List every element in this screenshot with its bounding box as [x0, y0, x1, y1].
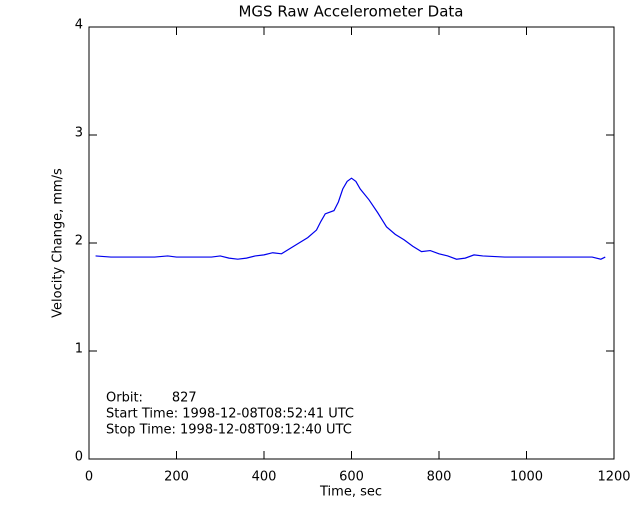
data-line: [95, 177, 606, 260]
annotation: Stop Time: 1998-12-08T09:12:40 UTC: [106, 423, 352, 438]
y-axis-label: Velocity Change, mm/s: [51, 168, 66, 318]
x-tick-label: 600: [339, 470, 364, 485]
y-tick-label: 0: [75, 450, 83, 465]
y-tick-label: 1: [75, 342, 83, 357]
x-tick-label: 0: [85, 470, 93, 485]
y-tick-label: 3: [75, 126, 83, 141]
x-axis-label: Time, sec: [319, 485, 382, 500]
y-tick-label: 2: [75, 234, 83, 249]
x-tick-label: 800: [427, 470, 452, 485]
annotation: Orbit: 827: [106, 391, 197, 406]
y-tick-label: 4: [75, 18, 83, 33]
chart-title: MGS Raw Accelerometer Data: [238, 3, 463, 21]
x-tick-label: 1000: [510, 470, 543, 485]
annotation: Start Time: 1998-12-08T08:52:41 UTC: [106, 407, 354, 422]
x-tick-label: 200: [164, 470, 189, 485]
x-tick-label: 400: [252, 470, 277, 485]
x-tick-label: 1200: [597, 470, 630, 485]
